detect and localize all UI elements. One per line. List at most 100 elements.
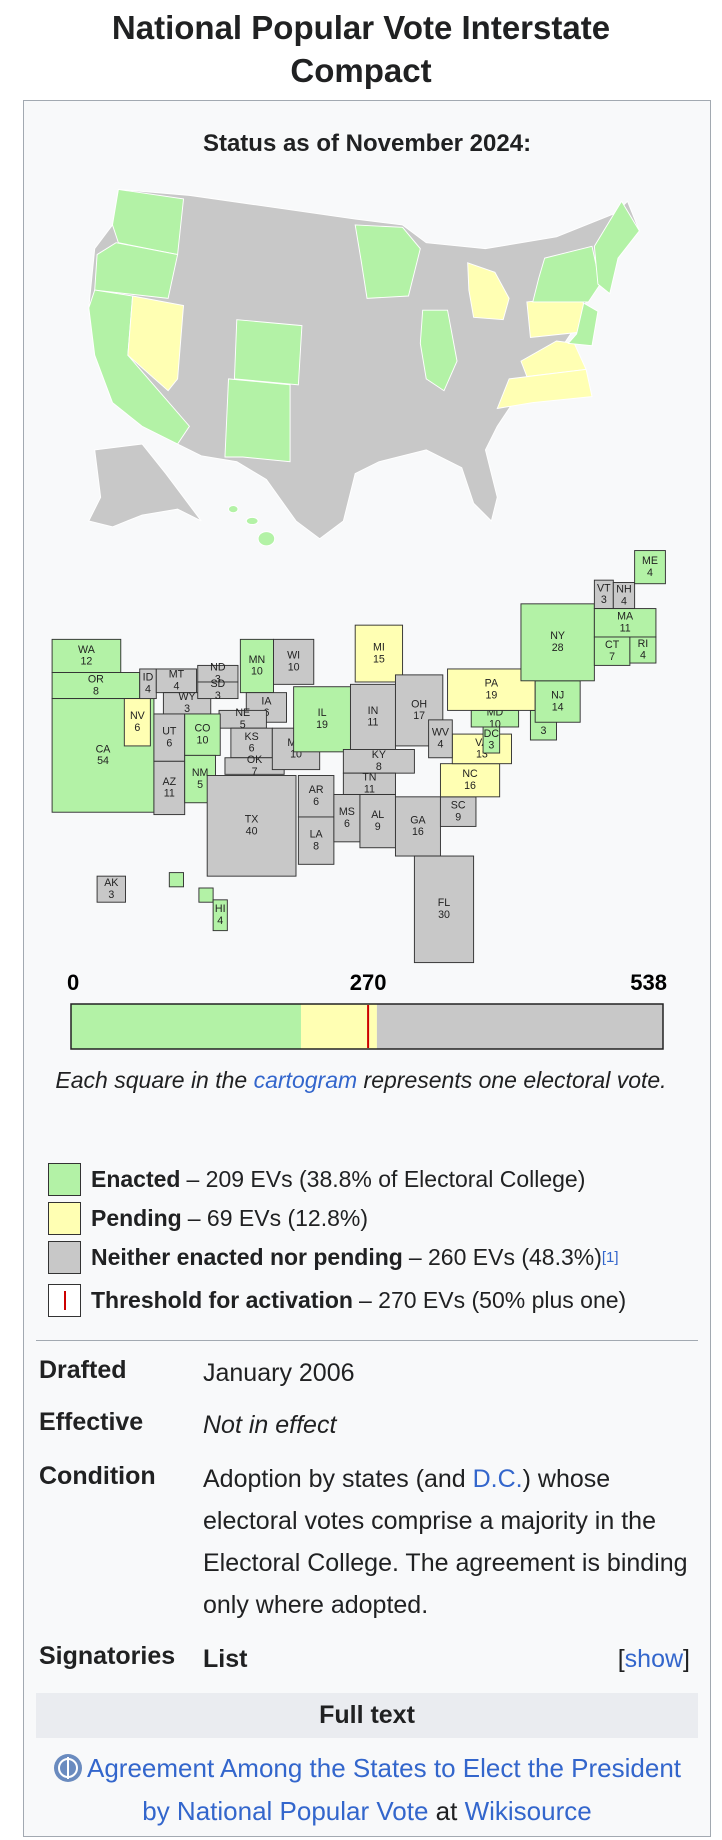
footnote: [1] bbox=[601, 1248, 619, 1266]
state-ev: 54 bbox=[97, 755, 109, 767]
condition-text: ) whose electoral votes comprise a major… bbox=[203, 1465, 688, 1619]
state-ev: 9 bbox=[455, 811, 461, 823]
state-ev: 6 bbox=[313, 796, 319, 808]
state-abbr: TX bbox=[245, 814, 259, 826]
state-block bbox=[439, 763, 501, 798]
legend-name: Neither enacted nor pending bbox=[91, 1243, 403, 1270]
state-abbr: PA bbox=[485, 678, 499, 690]
divider bbox=[36, 1340, 698, 1341]
va bbox=[520, 340, 587, 378]
state-block bbox=[451, 733, 512, 765]
legend-name: Enacted bbox=[91, 1165, 181, 1192]
state-ev: 4 bbox=[437, 739, 443, 751]
state-ev: 7 bbox=[609, 651, 615, 663]
state-ev: 17 bbox=[413, 710, 425, 722]
state-abbr: CO bbox=[194, 723, 210, 735]
cartogram-link[interactable]: cartogram bbox=[253, 1067, 358, 1093]
state-abbr: IN bbox=[368, 705, 379, 717]
maps-and-bar: WA12OR8CA54NV6ID4MT4WY3ND3SD3MN10WI10MI1… bbox=[51, 188, 667, 1050]
full-text-header: Full text bbox=[36, 1693, 698, 1738]
legend-text: – 270 EVs (50% plus one) bbox=[358, 1286, 627, 1313]
bar-segment bbox=[300, 1004, 377, 1049]
state-ev: 28 bbox=[552, 642, 564, 654]
state-block bbox=[51, 638, 122, 673]
state-block bbox=[153, 760, 186, 816]
state-abbr: ME bbox=[642, 555, 658, 567]
row-label: Condition bbox=[39, 1462, 156, 1490]
state-ev: 6 bbox=[344, 818, 350, 830]
state-ev: 6 bbox=[134, 722, 140, 734]
state-block bbox=[354, 624, 404, 683]
toggle: [show] bbox=[500, 1638, 690, 1680]
dc-link[interactable]: D.C. bbox=[472, 1465, 523, 1493]
bar-segment bbox=[376, 1004, 663, 1049]
state-ev: 9 bbox=[375, 821, 381, 833]
state-ev: 19 bbox=[316, 719, 328, 731]
state-abbr: MI bbox=[373, 641, 385, 653]
state-ev: 4 bbox=[621, 595, 627, 607]
state-abbr: AK bbox=[104, 877, 118, 889]
legend-text: – 260 EVs (48.3%) bbox=[408, 1243, 602, 1270]
state-abbr: UT bbox=[162, 726, 177, 738]
state-ev: 6 bbox=[166, 737, 172, 749]
title: National Popular Vote Interstate Compact bbox=[111, 9, 611, 89]
map-caption-note: Each square in the cartogram represents … bbox=[50, 1063, 672, 1098]
state-block bbox=[413, 855, 475, 964]
state-ev: 4 bbox=[173, 681, 179, 693]
state-abbr: KY bbox=[372, 749, 386, 761]
state-ev: 5 bbox=[197, 779, 203, 791]
state-block bbox=[123, 698, 151, 747]
state-abbr: WI bbox=[287, 650, 300, 662]
state-ev: 5 bbox=[240, 719, 246, 731]
legend-entry: Threshold for activation – 270 EVs (50% p… bbox=[48, 1283, 626, 1317]
state-block bbox=[184, 713, 221, 756]
hawaii bbox=[257, 531, 276, 547]
nv bbox=[127, 295, 185, 392]
state-ev: 10 bbox=[288, 662, 300, 674]
state-abbr: IA bbox=[261, 695, 272, 707]
nc bbox=[496, 368, 593, 410]
state-block bbox=[197, 681, 239, 700]
state-abbr: VT bbox=[597, 582, 611, 594]
state-abbr: MN bbox=[249, 654, 266, 666]
legend-entry: Neither enacted nor pending – 260 EVs (48… bbox=[48, 1240, 619, 1274]
bar-frame bbox=[70, 1003, 664, 1050]
show-link[interactable]: show bbox=[624, 1645, 684, 1673]
state-ev: 16 bbox=[412, 826, 424, 838]
geographic-map bbox=[88, 188, 640, 547]
legend-name: Threshold for activation bbox=[91, 1286, 353, 1313]
state-ev: 30 bbox=[438, 909, 450, 921]
state-ev: 3 bbox=[215, 690, 221, 702]
state-abbr: CT bbox=[605, 639, 620, 651]
state-abbr: ND bbox=[210, 662, 226, 674]
state-abbr: AL bbox=[371, 809, 384, 821]
state-block bbox=[349, 683, 396, 750]
state-ev: 3 bbox=[540, 725, 546, 737]
state-ev: 14 bbox=[552, 701, 564, 713]
state-block bbox=[206, 775, 297, 877]
state-ev: 3 bbox=[108, 889, 114, 901]
state-ev: 4 bbox=[217, 915, 223, 927]
state-abbr: MT bbox=[169, 669, 185, 681]
state-block bbox=[342, 772, 396, 795]
state-block bbox=[394, 796, 441, 857]
state-ev: 3 bbox=[488, 740, 494, 752]
caption-text: represents one electoral vote. bbox=[357, 1067, 667, 1093]
legend-swatch bbox=[48, 1240, 81, 1274]
agreement-link[interactable]: Agreement Among the States to Elect the … bbox=[86, 1753, 681, 1826]
il bbox=[419, 309, 458, 392]
state-abbr: MA bbox=[617, 611, 634, 623]
mi bbox=[467, 262, 510, 321]
wikisource-icon bbox=[53, 1754, 82, 1782]
x-tick-label: 270 bbox=[350, 970, 387, 995]
state-block bbox=[482, 726, 501, 754]
state-abbr: LA bbox=[310, 829, 324, 841]
row-value: Adoption by states (and D.C.) whose elec… bbox=[203, 1458, 693, 1626]
state-abbr: TN bbox=[362, 772, 376, 784]
state-ev: 19 bbox=[485, 689, 497, 701]
state-ev: 4 bbox=[640, 650, 646, 662]
state-ev: 11 bbox=[164, 788, 175, 800]
wikisource-link[interactable]: Wikisource bbox=[464, 1796, 592, 1826]
state-abbr: FL bbox=[438, 897, 450, 909]
row-value: Not in effect bbox=[203, 1411, 337, 1439]
